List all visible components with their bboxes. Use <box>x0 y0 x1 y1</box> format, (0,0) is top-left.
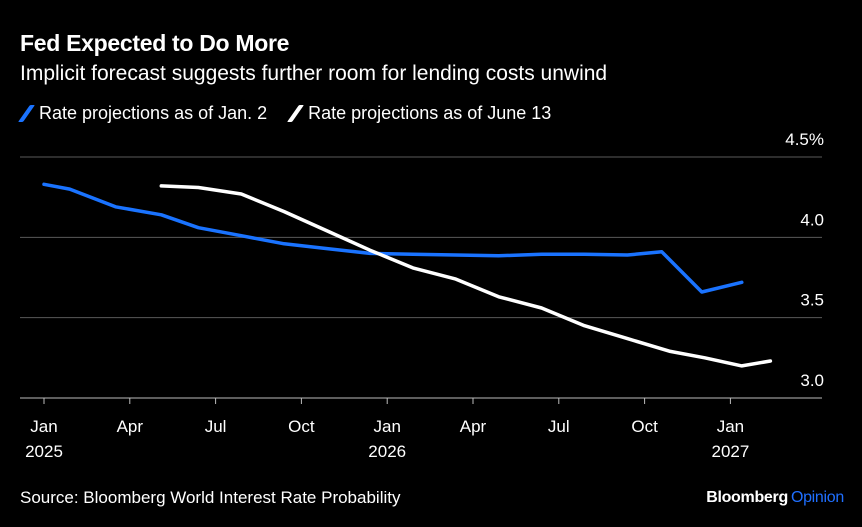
gridlines <box>20 156 822 399</box>
x-tick-label: Jul <box>548 417 570 436</box>
source-note: Source: Bloomberg World Interest Rate Pr… <box>20 488 401 507</box>
x-tick-label: Jan <box>30 417 57 436</box>
brand-name: Bloomberg <box>706 489 788 506</box>
legend-label-jan-2: Rate projections as of Jan. 2 <box>39 103 268 123</box>
chart-subtitle: Implicit forecast suggests further room … <box>20 62 608 85</box>
series-line-june-13 <box>159 184 773 368</box>
legend-label-june-13: Rate projections as of June 13 <box>308 103 552 123</box>
x-tick-year-label: 2026 <box>368 442 406 461</box>
legend-swatch-white <box>287 105 305 122</box>
legend-item-jan-2: Rate projections as of Jan. 2 <box>18 103 268 124</box>
legend-swatch-blue <box>18 105 35 122</box>
x-tick-label: Jan <box>717 417 744 436</box>
y-axis: 4.5% 4.0 3.5 3.0 <box>785 130 824 390</box>
x-tick-label: Oct <box>631 417 658 436</box>
chart-legend: Rate projections as of Jan. 2 Rate proje… <box>18 103 573 124</box>
bloomberg-opinion-logo: Bloomberg Opinion <box>706 489 844 507</box>
x-axis: Jan 2025 Apr Jul Oct Jan 2026 Apr Jul Oct Jan 2027 <box>25 398 749 461</box>
series-line-jan-2 <box>42 182 744 294</box>
y-tick-label: 4.0 <box>800 210 824 229</box>
x-tick-label: Apr <box>460 417 487 436</box>
y-tick-label: 4.5% <box>785 130 824 149</box>
brand-suffix: Opinion <box>790 489 844 506</box>
x-tick-label: Apr <box>117 417 144 436</box>
x-tick-label: Jul <box>205 417 227 436</box>
x-tick-label: Jan <box>373 417 400 436</box>
y-tick-label: 3.5 <box>800 291 824 310</box>
x-tick-year-label: 2027 <box>711 442 749 461</box>
legend-item-june-13: Rate projections as of June 13 <box>287 103 552 124</box>
chart-title: Fed Expected to Do More <box>20 30 290 56</box>
series-lines <box>42 182 773 368</box>
x-tick-year-label: 2025 <box>25 442 63 461</box>
y-tick-label: 3.0 <box>800 371 824 390</box>
x-tick-label: Oct <box>288 417 315 436</box>
